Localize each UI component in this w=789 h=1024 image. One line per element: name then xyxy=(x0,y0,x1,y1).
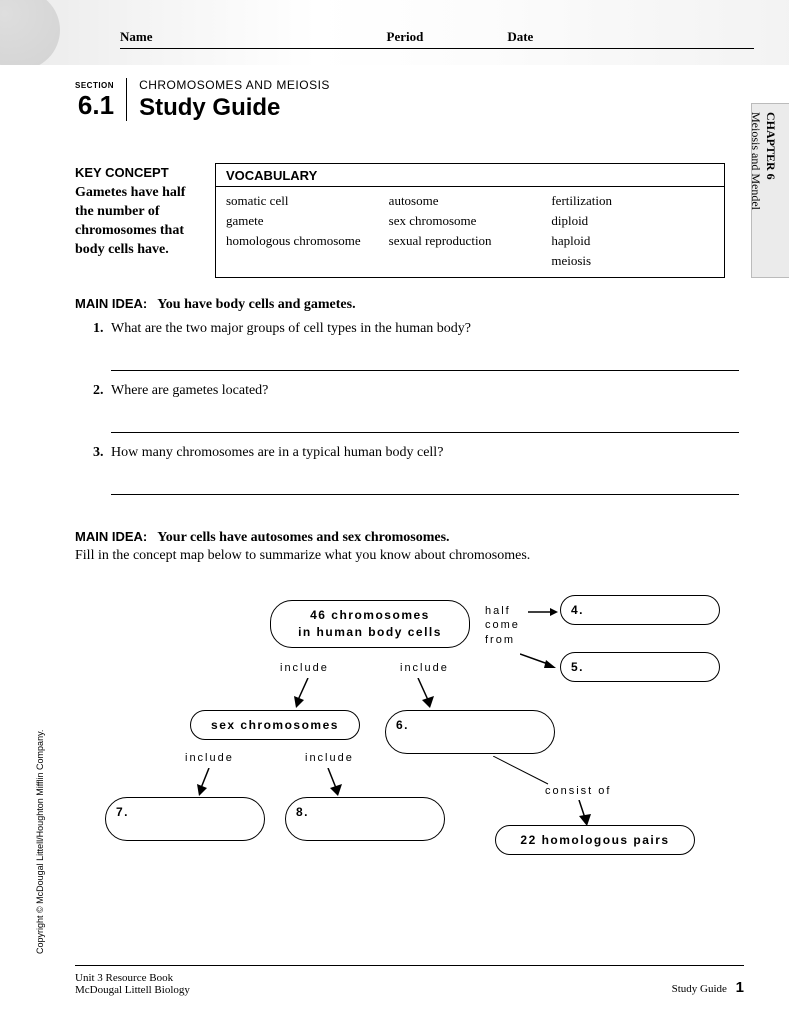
footer-right: Study Guide xyxy=(672,983,727,995)
name-label: Name xyxy=(120,29,153,45)
vocab-term: fertilization xyxy=(551,191,714,211)
connector-half: halfcomefrom xyxy=(485,604,520,647)
date-label: Date xyxy=(507,29,533,45)
connector-include: include xyxy=(185,752,234,764)
key-concept-title: KEY CONCEPT xyxy=(75,165,205,180)
vocab-term: sexual reproduction xyxy=(389,231,552,251)
copyright: Copyright © McDougal Littell/Houghton Mi… xyxy=(35,730,45,954)
bubble-homolog: 22 homologous pairs xyxy=(495,825,695,855)
main-idea-text: You have body cells and gametes. xyxy=(157,297,355,312)
vocab-col-2: autosome sex chromosome sexual reproduct… xyxy=(389,191,552,271)
connector-consist: consist of xyxy=(545,785,611,797)
connector-include: include xyxy=(400,662,449,674)
vocabulary-title: VOCABULARY xyxy=(216,164,724,187)
question-2: 2.Where are gametes located? xyxy=(93,383,739,399)
main-idea-label: MAIN IDEA: xyxy=(75,296,147,311)
connector-include: include xyxy=(280,662,329,674)
vocab-term: sex chromosome xyxy=(389,211,552,231)
section-title: Study Guide xyxy=(139,94,330,122)
arrow-icon xyxy=(320,768,346,798)
concept-map: 46 chromosomesin human body cells halfco… xyxy=(75,590,739,940)
line xyxy=(493,756,553,786)
bubble-sex: sex chromosomes xyxy=(190,710,360,740)
question-1: 1.What are the two major groups of cell … xyxy=(93,321,739,337)
vocab-col-3: fertilization diploid haploid meiosis xyxy=(551,191,714,271)
vocabulary-box: VOCABULARY somatic cell gamete homologou… xyxy=(215,163,725,278)
page-number: 1 xyxy=(736,979,744,996)
arrow-icon xyxy=(520,650,558,670)
vocab-term: homologous chromosome xyxy=(226,231,389,251)
arrow-icon xyxy=(193,768,219,798)
answer-line[interactable] xyxy=(111,345,739,371)
arrow-icon xyxy=(290,678,320,710)
question-3: 3.How many chromosomes are in a typical … xyxy=(93,445,739,461)
bubble-6[interactable]: 6. xyxy=(385,710,555,754)
chapter-tab-line1: CHAPTER 6 xyxy=(763,112,778,210)
period-label: Period xyxy=(387,29,424,45)
answer-line[interactable] xyxy=(111,407,739,433)
section-overline: CHROMOSOMES AND MEIOSIS xyxy=(139,78,330,92)
bubble-4[interactable]: 4. xyxy=(560,595,720,625)
vocab-term: diploid xyxy=(551,211,714,231)
chapter-tab: CHAPTER 6 Meiosis and Mendel xyxy=(751,103,789,278)
footer-rule xyxy=(75,965,744,966)
footer-left-1: Unit 3 Resource Book xyxy=(75,972,190,984)
footer: Unit 3 Resource Book McDougal Littell Bi… xyxy=(75,972,744,996)
vocab-term: autosome xyxy=(389,191,552,211)
main-idea-text: Your cells have autosomes and sex chromo… xyxy=(157,530,449,545)
bubble-8[interactable]: 8. xyxy=(285,797,445,841)
chapter-tab-line2: Meiosis and Mendel xyxy=(749,112,763,210)
vocab-term: gamete xyxy=(226,211,389,231)
arrow-icon xyxy=(528,606,558,618)
vocab-col-1: somatic cell gamete homologous chromosom… xyxy=(226,191,389,271)
answer-line[interactable] xyxy=(111,469,739,495)
main-idea-2: MAIN IDEA: Your cells have autosomes and… xyxy=(75,528,739,564)
key-concept-text: Gametes have half the number of chromoso… xyxy=(75,184,205,260)
section-header: SECTION 6.1 CHROMOSOMES AND MEIOSIS Stud… xyxy=(75,78,330,122)
header-fields: Name Period Date xyxy=(120,28,754,49)
vocab-term: meiosis xyxy=(551,251,714,271)
connector-include: include xyxy=(305,752,354,764)
vocab-term: somatic cell xyxy=(226,191,389,211)
main-idea-label: MAIN IDEA: xyxy=(75,529,147,544)
main-idea-2-instruction: Fill in the concept map below to summari… xyxy=(75,548,739,564)
arrow-icon xyxy=(410,678,440,710)
section-number: 6.1 xyxy=(75,92,114,118)
key-concept: KEY CONCEPT Gametes have half the number… xyxy=(75,165,205,260)
bubble-top: 46 chromosomesin human body cells xyxy=(270,600,470,648)
bubble-7[interactable]: 7. xyxy=(105,797,265,841)
bubble-5[interactable]: 5. xyxy=(560,652,720,682)
section-label: SECTION xyxy=(75,81,114,90)
footer-left-2: McDougal Littell Biology xyxy=(75,984,190,996)
main-idea-1: MAIN IDEA: You have body cells and gamet… xyxy=(75,295,739,507)
vocab-term: haploid xyxy=(551,231,714,251)
arrow-icon xyxy=(573,800,593,826)
